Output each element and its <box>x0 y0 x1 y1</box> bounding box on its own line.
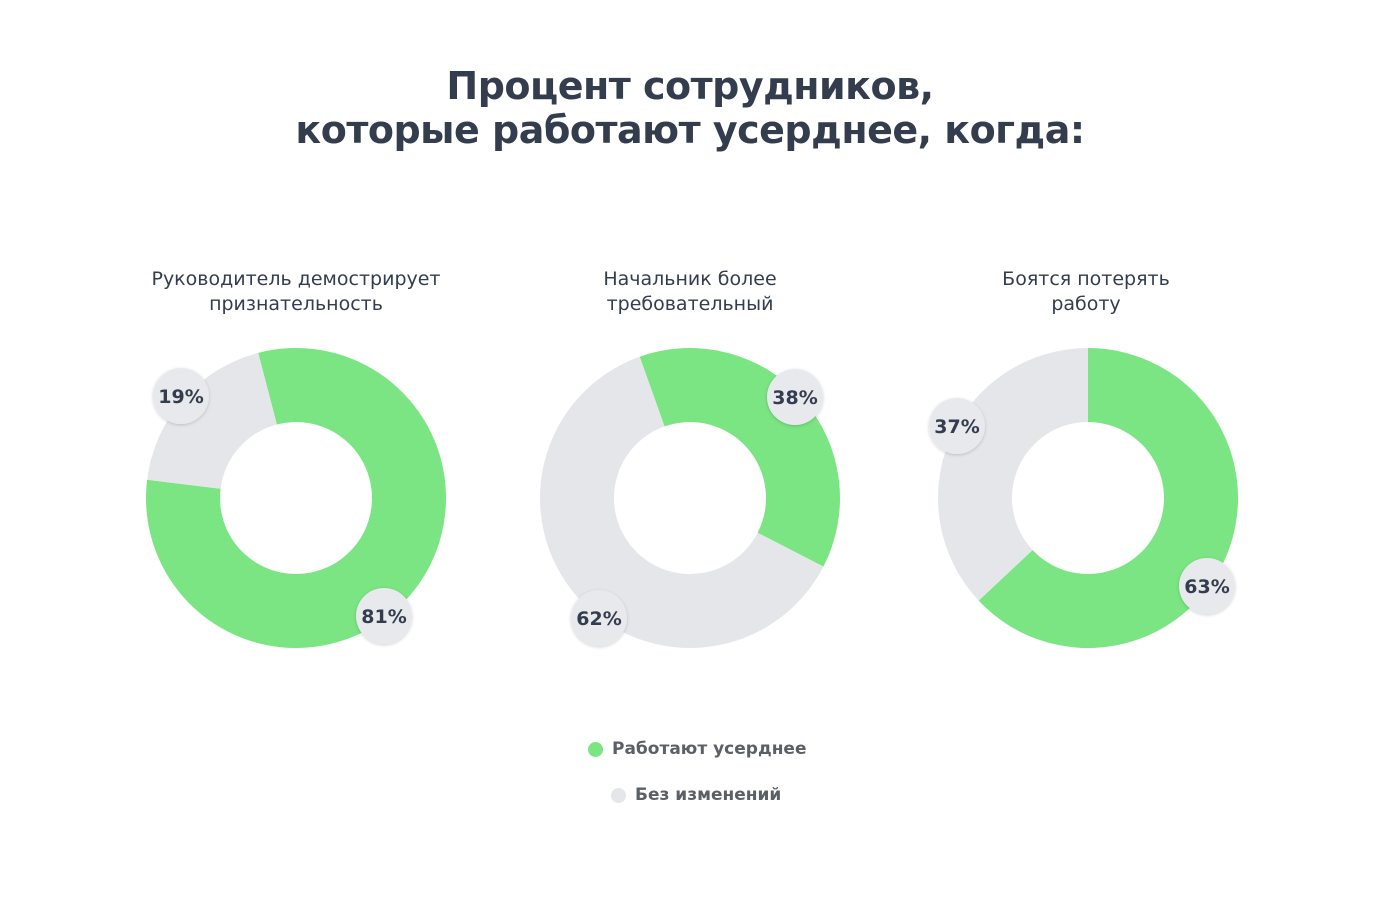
donut-1-slice-harder <box>145 348 446 648</box>
legend-label-harder: Работают усерднее <box>612 739 807 759</box>
donut-1-label-same: 19% <box>153 368 209 424</box>
legend-label-same: Без изменений <box>635 785 782 805</box>
donut-2-slice-same <box>540 356 824 649</box>
label-bubble <box>153 368 209 424</box>
legend-item-harder: Работают усерднее <box>588 739 807 759</box>
data-label: 63% <box>1184 576 1229 598</box>
data-label: 81% <box>361 606 406 628</box>
title-line-2: которые работают усерднее, когда: <box>295 108 1085 152</box>
chart-title: Процент сотрудников, которые работают ус… <box>0 64 1380 152</box>
donut-3-slice-same <box>938 348 1088 601</box>
data-label: 19% <box>158 386 203 408</box>
donut-1-label-harder: 81% <box>356 588 412 644</box>
donut-1-title-line-1: Руководитель демострирует <box>151 268 441 290</box>
donut-3-slice-harder <box>978 348 1238 648</box>
donut-1-slice-same <box>147 352 277 489</box>
donut-2-title-line-1: Начальник более <box>603 268 777 290</box>
data-label: 37% <box>934 416 979 438</box>
label-bubble <box>929 398 985 454</box>
donut-2-title: Начальник более требовательный <box>490 267 890 317</box>
legend-swatch-same <box>611 787 626 803</box>
donut-3-label-harder: 63% <box>1179 558 1235 614</box>
donut-2-label-harder: 38% <box>767 369 823 425</box>
donut-2-label-same: 62% <box>571 590 627 646</box>
donut-1-title-line-2: признательность <box>209 293 383 315</box>
label-bubble <box>767 369 823 425</box>
label-bubble <box>571 590 627 646</box>
donut-3-title-line-1: Боятся потерять <box>1002 268 1170 290</box>
donut-1-title: Руководитель демострирует признательност… <box>96 267 496 317</box>
donut-3-title: Боятся потерять работу <box>886 267 1286 317</box>
legend-swatch-harder <box>588 741 603 757</box>
legend-item-same: Без изменений <box>611 785 781 805</box>
donut-2-title-line-2: требовательный <box>606 293 774 315</box>
title-line-1: Процент сотрудников, <box>446 64 934 108</box>
data-label: 38% <box>772 387 817 409</box>
donut-3-title-line-2: работу <box>1051 293 1121 315</box>
data-label: 62% <box>576 608 621 630</box>
label-bubble <box>1179 558 1235 614</box>
label-bubble <box>356 588 412 644</box>
donut-3-label-same: 37% <box>929 398 985 454</box>
